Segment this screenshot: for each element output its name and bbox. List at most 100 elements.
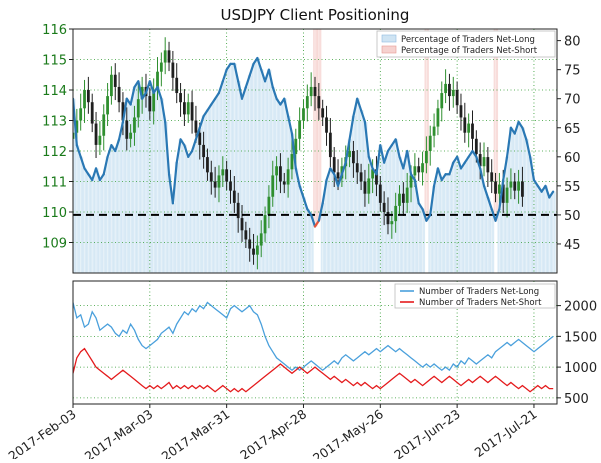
x-tick-label: 2017-May-26 — [310, 406, 386, 459]
net-long-percent-segment — [329, 167, 336, 176]
net-long-percent-segment — [498, 178, 505, 211]
net-long-fill-bar — [420, 209, 426, 273]
candle-body — [517, 181, 520, 191]
candle-body — [206, 157, 209, 173]
candle-body — [240, 218, 244, 231]
net-long-percent-segment — [548, 190, 555, 199]
candle-body — [302, 108, 305, 121]
candle-body — [313, 86, 317, 97]
net-long-fill-bar — [409, 174, 414, 273]
net-long-fill-bar — [339, 174, 345, 273]
candle-body — [290, 154, 294, 170]
net-long-percent-segment — [471, 149, 478, 158]
net-long-percent-segment — [317, 202, 324, 222]
net-long-fill-bar — [297, 185, 303, 273]
price-tick-label: 114 — [42, 84, 67, 99]
candle-body — [179, 93, 182, 103]
net-long-fill-bar — [182, 145, 187, 273]
candle-body — [129, 132, 133, 139]
net-long-percent-segment — [225, 62, 232, 71]
candle-body — [455, 90, 459, 106]
net-long-fill-bar — [309, 214, 314, 273]
candle-body — [321, 108, 325, 118]
count-tick-label: 1500 — [564, 330, 597, 345]
net-long-percent-segment — [83, 167, 90, 176]
net-long-fill-bar — [97, 180, 103, 273]
x-tick-label: 2017-Feb-03 — [6, 406, 79, 459]
net-long-percent-segment — [383, 149, 390, 164]
candle-body — [294, 138, 298, 155]
candle-body — [148, 96, 152, 112]
candle-body — [263, 215, 267, 234]
net-long-fill-bar — [366, 156, 372, 273]
candle-body — [332, 157, 336, 173]
net-long-fill-bar — [117, 139, 122, 273]
net-long-percent-segment — [375, 144, 382, 176]
candle-body — [478, 154, 482, 167]
candle-body — [486, 157, 490, 173]
x-axis: 2017-Feb-03 2017-Mar-03 2017-Mar-31 2017-Ap… — [6, 404, 540, 463]
net-long-percent-segment — [298, 184, 305, 199]
net-long-percent-segment — [359, 109, 367, 124]
candle-body — [482, 157, 486, 167]
net-long-percent-segment — [160, 97, 167, 124]
candle-body — [490, 172, 494, 182]
net-long-percent-segment — [463, 155, 470, 164]
net-short-count-legend-label: Number of Traders Net-Short — [419, 298, 542, 308]
candle-body — [413, 166, 417, 176]
candle-body — [73, 132, 75, 139]
net-long-percent-segment — [214, 91, 221, 100]
net-long-percent-segment — [210, 97, 217, 106]
candle-body — [359, 172, 363, 182]
count-tick-label: 2000 — [564, 300, 597, 315]
candle-body — [106, 96, 109, 115]
net-long-percent-segment — [505, 126, 513, 158]
candle-body — [463, 117, 467, 133]
net-long-percent-segment — [513, 120, 520, 135]
net-long-percent-segment — [183, 144, 190, 158]
candle-body — [401, 193, 405, 203]
net-long-percent-segment — [179, 138, 186, 147]
candle-body — [444, 83, 448, 94]
candle-body — [459, 105, 463, 118]
x-tick-label: 2017-Mar-31 — [159, 406, 233, 459]
percent-tick-label: 75 — [564, 64, 581, 79]
count-legend-box — [394, 283, 556, 309]
x-tick-label: 2017-Mar-03 — [82, 406, 156, 459]
candle-body — [125, 120, 129, 139]
candle-body — [286, 169, 290, 185]
candle-body — [259, 233, 263, 246]
candle-body — [171, 62, 175, 78]
net-short-count-line — [73, 347, 554, 393]
net-long-percent-segment — [502, 155, 509, 182]
candle-body — [94, 123, 98, 145]
candle-body — [90, 102, 94, 124]
price-legend: Percentage of Traders Net-LongPercentage… — [376, 30, 556, 58]
net-long-percent-segment — [340, 161, 347, 176]
candle-body — [390, 221, 394, 225]
percent-tick-label: 55 — [564, 180, 581, 195]
candle-body — [448, 83, 451, 97]
candle-body — [175, 77, 179, 94]
net-long-percent-segment — [352, 97, 359, 118]
candle-body — [117, 86, 121, 103]
candle-body — [355, 163, 359, 173]
candle-body — [440, 93, 444, 109]
net-long-fill-bar — [240, 98, 245, 273]
candle-body — [217, 175, 221, 188]
candle-body — [428, 135, 432, 151]
candle-body — [194, 120, 198, 133]
candle-body — [367, 178, 371, 194]
net-long-fill-bar — [478, 168, 483, 273]
x-tick-label: 2017-Apr-28 — [237, 406, 309, 459]
price-legend-box — [376, 30, 556, 58]
price-tick-label: 112 — [42, 145, 67, 160]
net-long-percent-segment — [287, 115, 294, 135]
candle-body — [244, 230, 248, 240]
net-long-percent-segment — [310, 213, 317, 228]
net-long-percent-segment — [94, 167, 101, 182]
net-long-percent-segment — [171, 161, 178, 205]
price-tick-label: 116 — [42, 23, 67, 38]
